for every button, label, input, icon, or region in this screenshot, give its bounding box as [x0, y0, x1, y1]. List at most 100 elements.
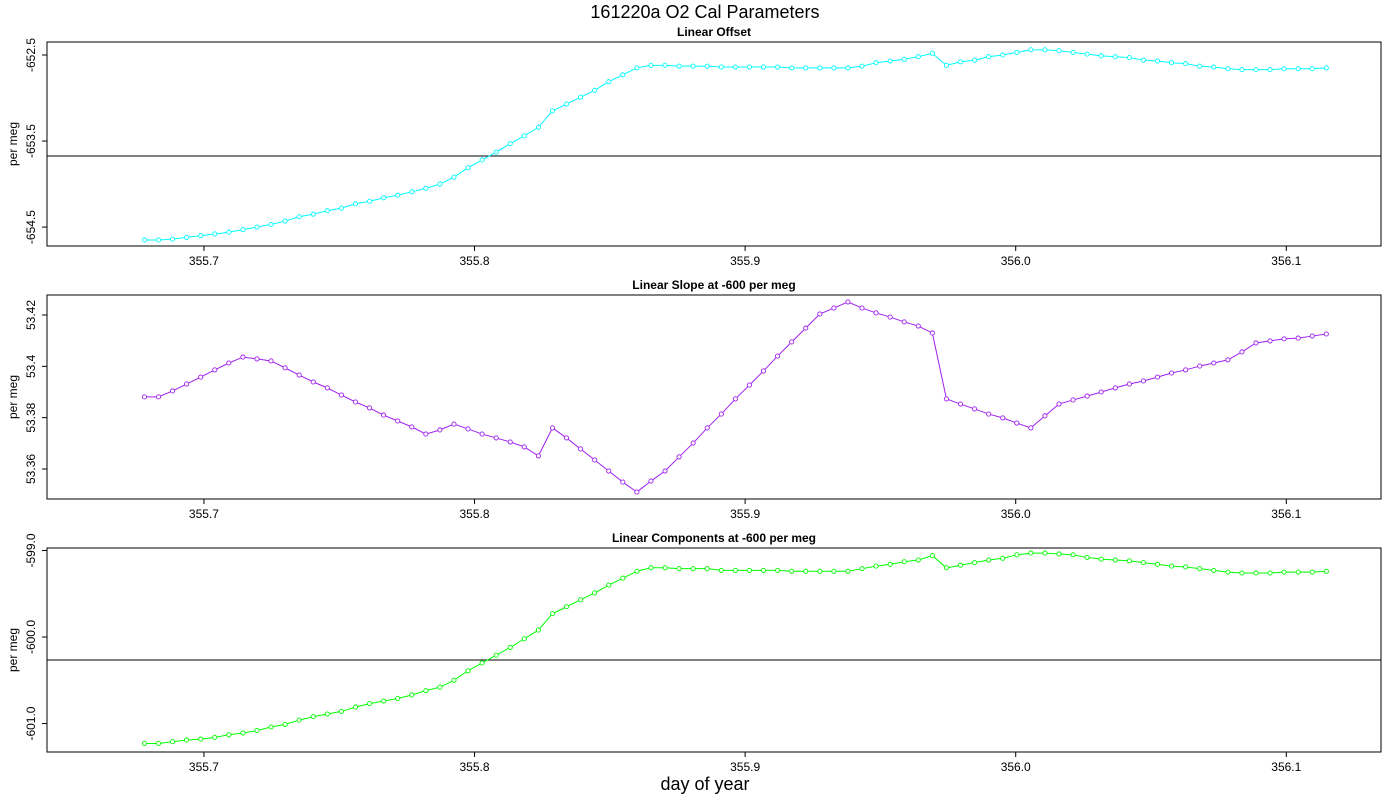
- data-point: [521, 636, 527, 642]
- data-point: [859, 63, 865, 69]
- y-axis-title: per meg: [6, 122, 20, 166]
- data-point: [1169, 370, 1175, 376]
- data-point: [704, 425, 710, 431]
- data-point: [1253, 570, 1259, 576]
- data-point: [423, 688, 429, 694]
- data-point: [972, 560, 978, 566]
- data-point: [887, 58, 893, 64]
- data-point: [676, 454, 682, 460]
- data-point: [549, 108, 556, 114]
- data-point: [901, 56, 907, 62]
- data-point: [1323, 65, 1329, 71]
- data-point: [1323, 331, 1329, 337]
- data-point: [184, 381, 190, 387]
- data-point: [986, 557, 992, 563]
- data-point: [507, 439, 513, 445]
- data-point: [409, 692, 415, 698]
- data-point: [957, 562, 964, 568]
- data-point: [1028, 550, 1034, 556]
- data-point: [1042, 550, 1048, 556]
- data-point: [1098, 53, 1104, 59]
- data-point: [268, 221, 274, 228]
- data-point: [690, 440, 696, 446]
- data-point: [1154, 561, 1161, 567]
- data-point: [493, 435, 499, 441]
- data-point: [1112, 385, 1118, 391]
- data-point: [451, 174, 457, 180]
- data-point: [592, 457, 598, 463]
- data-point: [563, 101, 570, 107]
- data-point: [254, 356, 260, 362]
- data-point: [789, 339, 795, 345]
- data-point: [648, 62, 654, 68]
- data-point: [1084, 51, 1090, 57]
- data-point: [1126, 55, 1132, 61]
- data-point: [141, 740, 147, 746]
- data-point: [310, 211, 316, 217]
- data-point: [1295, 66, 1301, 72]
- data-point: [943, 62, 949, 68]
- data-point: [1267, 338, 1273, 344]
- data-point: [296, 372, 302, 378]
- data-point: [296, 717, 302, 723]
- data-point: [1042, 413, 1048, 419]
- data-point: [1239, 570, 1245, 576]
- chart-title: 161220a O2 Cal Parameters: [590, 2, 819, 22]
- data-point: [1056, 401, 1062, 407]
- plot-frame: [46, 547, 1382, 753]
- data-point: [1169, 563, 1175, 569]
- data-point: [451, 421, 457, 427]
- data-point: [240, 730, 246, 736]
- x-tick-label: 356.0: [1001, 507, 1031, 521]
- data-point: [972, 406, 978, 412]
- data-point: [887, 314, 893, 320]
- data-point: [929, 50, 935, 56]
- x-tick-label: 356.0: [1001, 254, 1031, 268]
- data-point: [366, 198, 373, 204]
- data-point: [1309, 66, 1315, 72]
- data-point: [409, 424, 415, 430]
- data-point: [184, 737, 190, 743]
- data-point: [1154, 58, 1161, 64]
- data-point: [1267, 570, 1273, 576]
- data-point: [1140, 560, 1146, 566]
- x-tick-label: 355.9: [730, 254, 760, 268]
- data-point: [746, 382, 752, 388]
- data-point: [170, 236, 176, 242]
- y-tick-label: 53.4: [24, 354, 38, 378]
- data-point: [634, 489, 640, 495]
- x-tick-label: 356.0: [1001, 760, 1031, 774]
- data-point: [1042, 47, 1048, 53]
- data-point: [437, 684, 443, 690]
- data-point: [873, 563, 879, 569]
- data-point: [986, 411, 992, 417]
- data-point: [423, 431, 429, 437]
- data-point: [1000, 415, 1006, 421]
- x-tick-label: 356.1: [1271, 760, 1301, 774]
- data-line: [144, 552, 1327, 744]
- data-point: [1239, 349, 1245, 355]
- data-point: [395, 192, 401, 198]
- data-point: [1056, 48, 1062, 54]
- data-point: [1225, 569, 1231, 575]
- y-tick-label: 53.36: [24, 454, 38, 484]
- data-point: [789, 65, 795, 71]
- data-point: [141, 394, 147, 400]
- data-point: [324, 208, 330, 214]
- data-point: [155, 740, 162, 746]
- data-point: [972, 57, 978, 63]
- data-point: [704, 566, 710, 572]
- data-point: [507, 141, 513, 147]
- data-point: [465, 165, 471, 171]
- data-point: [155, 394, 162, 400]
- data-point: [817, 65, 823, 71]
- data-point: [212, 231, 218, 237]
- data-point: [817, 311, 823, 317]
- data-point: [578, 94, 584, 100]
- data-point: [803, 65, 809, 71]
- data-point: [155, 237, 162, 243]
- data-point: [1070, 552, 1076, 558]
- data-point: [549, 425, 556, 431]
- data-point: [465, 426, 471, 432]
- data-point: [817, 568, 823, 574]
